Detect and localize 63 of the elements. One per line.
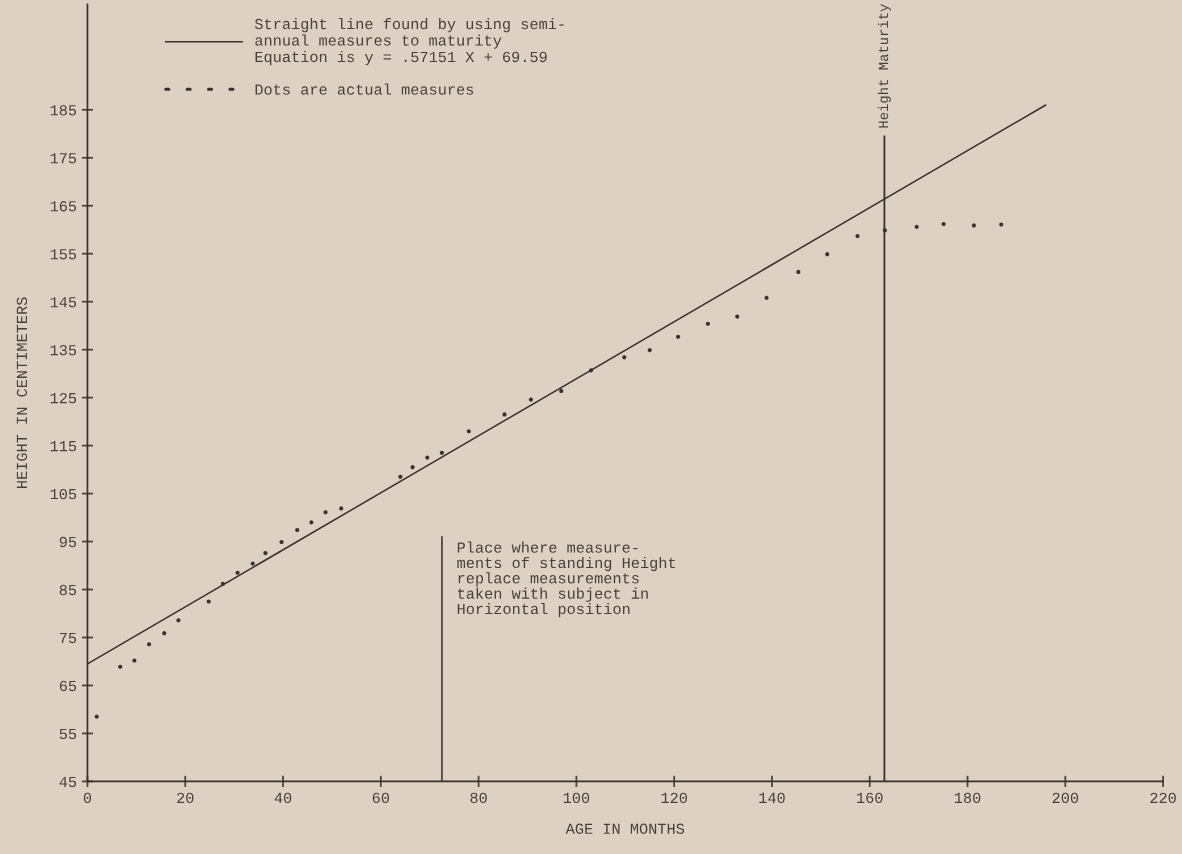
point bbox=[339, 506, 344, 511]
legend-label: Dots are actual measures bbox=[255, 83, 474, 95]
point bbox=[735, 314, 740, 319]
y-tick-label: 55 bbox=[59, 728, 77, 740]
point bbox=[425, 455, 430, 460]
y-axis-title: HEIGHT IN CENTIMETERS bbox=[16, 297, 28, 488]
y-tick-label: 85 bbox=[59, 584, 77, 596]
x-tick-label: 60 bbox=[372, 792, 390, 804]
point bbox=[502, 412, 507, 417]
x-tick-label: 0 bbox=[83, 792, 92, 804]
point bbox=[146, 642, 152, 647]
x-axis-title: AGE IN MONTHS bbox=[565, 823, 685, 834]
annotation: Place where measure- ments of standing Height replace measurements taken with subject in Horizontal position bbox=[457, 541, 676, 618]
y-tick-label: 115 bbox=[50, 441, 77, 452]
y-tick-label: 145 bbox=[50, 297, 77, 308]
y-tick-label: 75 bbox=[59, 632, 77, 644]
point bbox=[309, 520, 314, 525]
x-tick-label: 20 bbox=[177, 792, 194, 804]
y-tick-label: 105 bbox=[50, 488, 77, 500]
point bbox=[250, 561, 255, 566]
x-tick-label: 120 bbox=[661, 792, 687, 804]
point bbox=[764, 295, 769, 300]
point bbox=[796, 269, 801, 275]
point bbox=[162, 631, 167, 636]
x-tick-label: 180 bbox=[954, 792, 981, 804]
point bbox=[295, 527, 300, 533]
point bbox=[94, 714, 99, 719]
y-tick-label: 135 bbox=[50, 344, 77, 356]
x-tick-label: 40 bbox=[274, 792, 292, 804]
point bbox=[528, 397, 533, 402]
point bbox=[825, 252, 830, 257]
x-tick-label: 100 bbox=[563, 792, 590, 804]
y-tick-label: 125 bbox=[50, 392, 77, 404]
x-tick-label: 80 bbox=[470, 792, 487, 804]
y-tick-label: 175 bbox=[50, 153, 77, 164]
point bbox=[622, 355, 627, 360]
point bbox=[398, 474, 403, 479]
y-tick-label: 165 bbox=[50, 201, 77, 212]
x-tick-label: 160 bbox=[857, 792, 883, 804]
y-tick-label: 45 bbox=[59, 776, 77, 788]
point bbox=[466, 429, 471, 434]
point bbox=[439, 450, 445, 455]
y-tick-label: 95 bbox=[59, 536, 77, 548]
point bbox=[279, 539, 284, 545]
point bbox=[914, 224, 919, 229]
point bbox=[941, 221, 946, 227]
legend-label: Straight line found by using semi- annual measures to maturity Equation is y = .57151 X + 69.59 bbox=[254, 18, 564, 66]
point bbox=[410, 465, 415, 470]
point bbox=[118, 664, 123, 669]
x-tick-label: 200 bbox=[1052, 792, 1079, 804]
y-tick-label: 185 bbox=[50, 105, 77, 116]
point bbox=[676, 334, 681, 339]
y-tick-label: 155 bbox=[50, 249, 77, 260]
point bbox=[971, 223, 976, 228]
point bbox=[705, 321, 710, 326]
point bbox=[559, 388, 564, 393]
point bbox=[176, 618, 181, 623]
y-tick-label: 65 bbox=[59, 680, 77, 692]
point bbox=[647, 348, 652, 353]
point bbox=[263, 550, 268, 556]
ref-line-label: Height Maturity bbox=[877, 4, 891, 128]
x-tick-label: 140 bbox=[759, 792, 785, 804]
x-tick-label: 220 bbox=[1150, 792, 1176, 804]
